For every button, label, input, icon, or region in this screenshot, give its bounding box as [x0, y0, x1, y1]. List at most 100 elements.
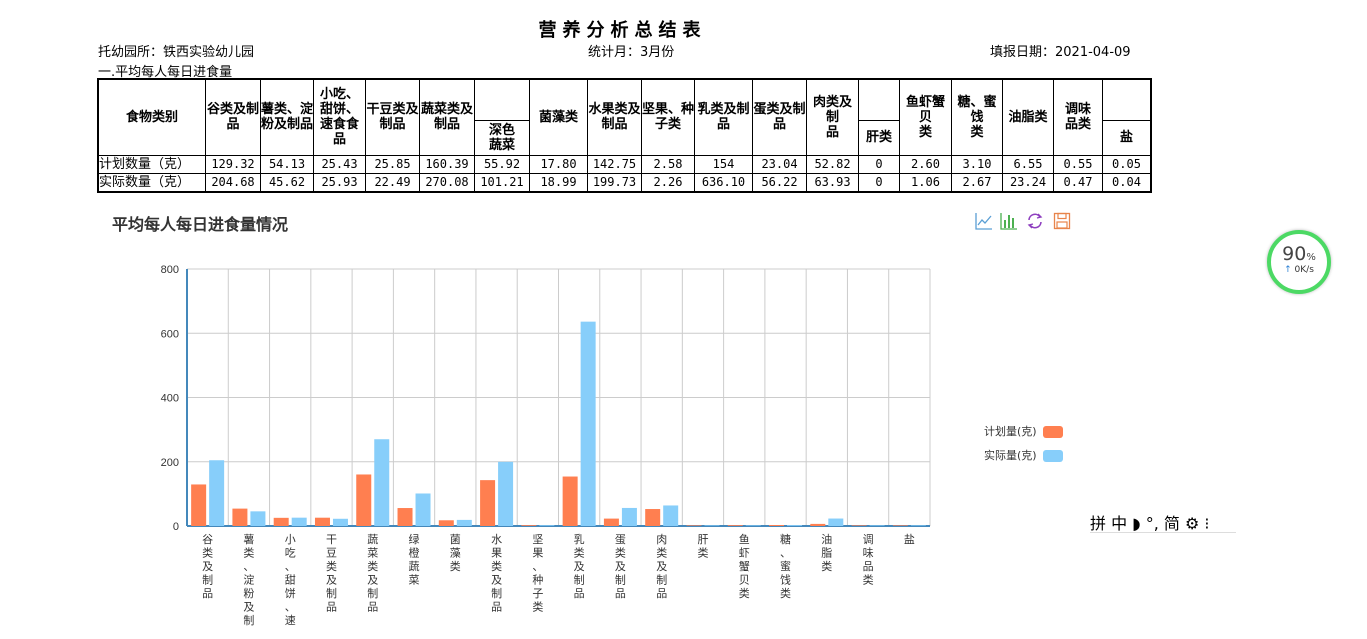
x-tick-label: 肉类及制品 — [656, 533, 667, 600]
legend-swatch — [1042, 450, 1063, 462]
x-tick-label: 盐 — [904, 533, 915, 546]
table-cell: 23.04 — [752, 154, 807, 174]
table-cell: 199.73 — [587, 172, 642, 192]
section-heading: 一.平均每人每日进食量 — [98, 65, 233, 80]
col-header: 调味 品类 — [1053, 78, 1103, 156]
bar-plan — [273, 517, 289, 526]
x-tick-label: 蛋类及制品 — [615, 533, 626, 600]
bar-actual — [250, 511, 266, 526]
network-speed: 0K/s — [1294, 265, 1314, 275]
save-image-icon[interactable] — [1053, 212, 1071, 230]
legend-label: 计划量(克) — [984, 425, 1037, 438]
nutrition-table: 食物类别 谷类及制品 薯类、淀 粉及制品 小吃、 甜饼、 速食食品 干豆类及 制品 蔬菜… — [97, 78, 1152, 193]
bar-plan — [810, 523, 826, 526]
bar-plan — [397, 508, 413, 526]
bar-actual — [910, 525, 926, 526]
bar-actual — [498, 461, 514, 526]
bar-chart-icon[interactable] — [1000, 212, 1018, 230]
col-header: 肝类 — [858, 119, 900, 156]
table-cell: 23.24 — [1002, 172, 1054, 192]
table-cell: 636.10 — [694, 172, 753, 192]
col-header: 薯类、淀 粉及制品 — [260, 78, 314, 156]
table-cell: 52.82 — [806, 154, 859, 174]
bar-actual — [539, 525, 555, 526]
bar-plan — [562, 476, 578, 526]
col-header: 糖、蜜饯类 — [951, 78, 1003, 156]
x-tick-label: 肝类 — [697, 533, 708, 560]
bar-plan — [603, 518, 619, 526]
y-tick-label: 800 — [161, 264, 179, 276]
bar-actual — [869, 525, 885, 526]
bar-plan — [851, 525, 867, 526]
x-tick-label: 谷类及制品 — [202, 533, 213, 600]
y-tick-label: 400 — [161, 393, 179, 405]
x-tick-label: 糖、蜜饯类 — [780, 532, 791, 600]
row-label: 计划数量（克） — [97, 154, 206, 174]
network-speed-widget[interactable]: 90% ↑ 0K/s — [1267, 230, 1331, 294]
col-header: 鱼虾蟹贝类 — [899, 78, 952, 156]
bar-plan — [480, 480, 496, 526]
bar-actual — [828, 518, 844, 526]
upload-arrow-icon: ↑ — [1284, 265, 1292, 275]
table-cell: 0 — [858, 172, 900, 192]
table-cell: 142.75 — [587, 154, 642, 174]
bar-plan — [356, 474, 372, 526]
x-tick-label: 油脂类 — [821, 532, 832, 573]
col-header: 肉类及制品 — [806, 78, 859, 156]
col-header: 菌藻类 — [529, 78, 588, 156]
y-tick-label: 600 — [161, 328, 179, 340]
table-cell: 129.32 — [205, 154, 261, 174]
bar-plan — [232, 508, 248, 526]
x-tick-label: 菌藻类 — [450, 533, 461, 573]
table-cell: 101.21 — [474, 172, 530, 192]
bar-plan — [645, 509, 661, 526]
line-chart-icon[interactable] — [975, 212, 993, 230]
bar-plan — [686, 525, 702, 526]
x-tick-label: 小吃、甜饼、速 — [285, 533, 296, 627]
table-cell: 56.22 — [752, 172, 807, 192]
bar-actual — [374, 439, 390, 526]
stat-month: 统计月：3月份 — [588, 45, 675, 60]
col-header: 坚果、种 子类 — [641, 78, 695, 156]
bar-actual — [745, 525, 761, 526]
legend-item-plan[interactable]: 计划量(克) — [984, 423, 1063, 439]
kindergarten-name: 托幼园所：铁西实验幼儿园 — [98, 45, 255, 60]
bar-plan — [727, 525, 743, 526]
x-tick-label: 绿橙蔬菜 — [409, 532, 420, 587]
x-tick-label: 干豆类及制品 — [326, 533, 337, 614]
table-cell: 2.26 — [641, 172, 695, 192]
table-cell: 25.43 — [313, 154, 366, 174]
bar-actual — [291, 517, 307, 526]
legend-label: 实际量(克) — [984, 449, 1037, 462]
table-cell: 45.62 — [260, 172, 314, 192]
x-tick-label: 薯类、淀粉及制 — [243, 533, 254, 627]
x-tick-label: 乳类及制品 — [574, 533, 585, 600]
bar-plan — [314, 517, 330, 526]
table-row-plan: 计划数量（克） 129.32 54.13 25.43 25.85 160.39 … — [97, 154, 1152, 174]
table-cell: 3.10 — [951, 154, 1003, 174]
legend-item-actual[interactable]: 实际量(克) — [984, 447, 1063, 463]
fill-date: 填报日期：2021-04-09 — [990, 45, 1131, 60]
bar-actual — [621, 507, 637, 526]
y-tick-label: 0 — [173, 521, 179, 533]
bar-actual — [580, 321, 596, 526]
table-cell: 1.06 — [899, 172, 952, 192]
bar-actual — [332, 518, 348, 526]
col-header: 小吃、 甜饼、 速食食品 — [313, 78, 366, 156]
table-cell: 2.58 — [641, 154, 695, 174]
bar-actual — [415, 493, 431, 526]
table-cell: 2.60 — [899, 154, 952, 174]
x-tick-label: 蔬菜类及制品 — [367, 533, 378, 614]
legend-swatch — [1042, 426, 1063, 438]
table-cell: 22.49 — [365, 172, 420, 192]
ime-toolbar[interactable]: 拼 中 ◗ °, 简 ⚙ ⁝ — [1090, 510, 1236, 533]
bar-plan — [769, 525, 785, 526]
x-tick-label: 调味品类 — [863, 533, 874, 587]
bar-actual — [704, 525, 720, 526]
bar-actual — [209, 460, 225, 526]
percent-unit: % — [1306, 252, 1316, 263]
bar-actual — [787, 525, 803, 526]
col-header: 干豆类及 制品 — [365, 78, 420, 156]
restore-icon[interactable] — [1026, 212, 1044, 230]
x-tick-label: 坚果、种子类 — [532, 533, 543, 614]
